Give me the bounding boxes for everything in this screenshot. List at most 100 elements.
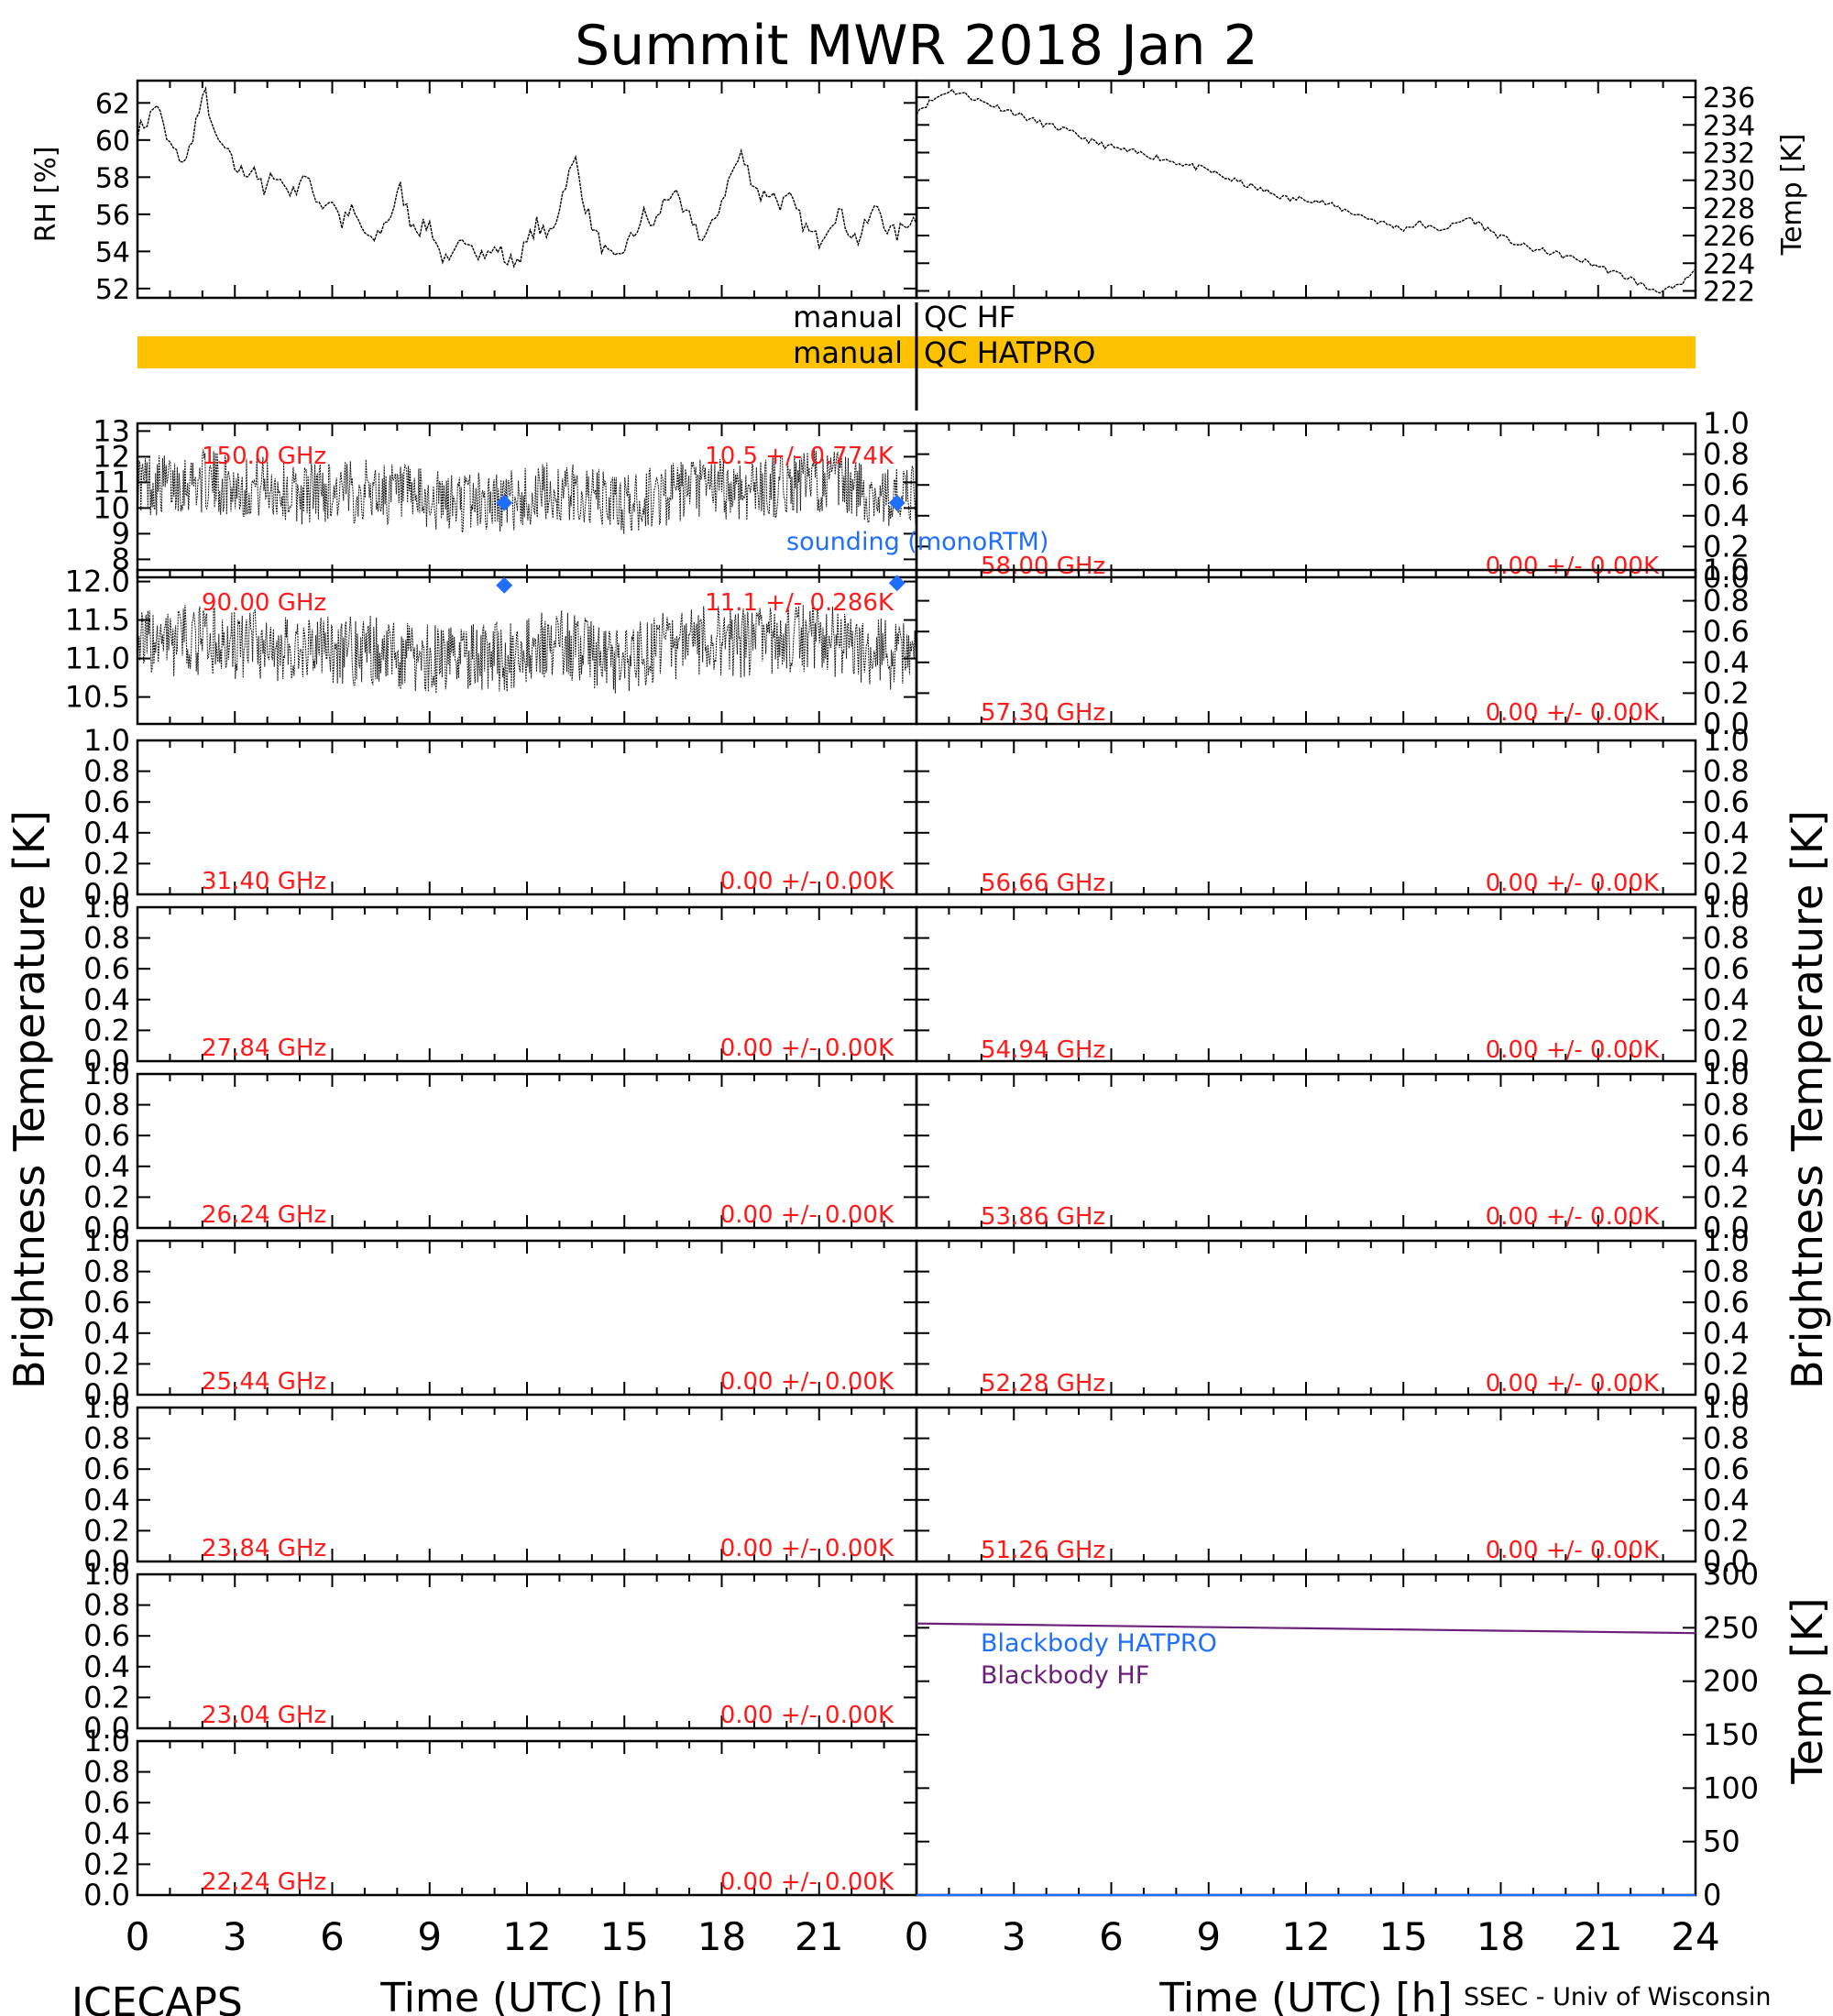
rh-panel-ytick-label: 54: [95, 236, 130, 268]
bb-panel-frame: [915, 1572, 1697, 1897]
panel-c58-ytick-label: 0.2: [1703, 529, 1750, 564]
rh-axis-label: RH [%]: [30, 147, 62, 243]
panel-c57-stat-label: 0.00 +/- 0.00K: [1486, 699, 1660, 727]
temp-panel-ytick-label: 230: [1703, 166, 1755, 198]
panel-ch90-channel-label: 90.00 GHz: [202, 589, 326, 617]
panel-c26-channel-label: 26.24 GHz: [202, 1201, 326, 1229]
panel-c23b-stat-label: 0.00 +/- 0.00K: [720, 1702, 895, 1729]
panel-c52-ytick-label: 1.0: [1703, 1223, 1750, 1258]
x-tick-label-right: 21: [1574, 1914, 1622, 1959]
panel-c53-ytick-label: 1.0: [1703, 1057, 1750, 1091]
x-axis-label-right: Time (UTC) [h]: [1158, 1975, 1452, 2016]
panel-c56-ytick-label: 0.2: [1703, 846, 1750, 881]
rh-panel-ytick-label: 52: [95, 274, 130, 306]
temp-series-line: [916, 89, 1696, 294]
panel-c23b-ytick-label: 0.8: [83, 1588, 130, 1623]
x-tick-label-left: 6: [320, 1914, 345, 1959]
rh-panel-ytick-label: 60: [95, 126, 130, 158]
panel-c23a-channel-label: 23.84 GHz: [202, 1535, 326, 1562]
x-tick-label-right: 12: [1281, 1914, 1330, 1959]
bb-panel-ytick-label: 50: [1703, 1824, 1740, 1859]
panel-c27-ytick-label: 0.6: [83, 951, 130, 986]
bb-hf-line: [916, 1622, 1696, 1635]
panel-c22-ytick-label: 1.0: [83, 1724, 130, 1759]
panel-ch90-ytick-label: 12.0: [65, 564, 130, 599]
x-tick-label-right: 6: [1099, 1914, 1124, 1959]
x-tick-label-left: 18: [697, 1914, 746, 1959]
x-tick-label-left: 9: [417, 1914, 442, 1959]
panel-c27-ytick-label: 1.0: [83, 890, 130, 925]
sounding-marker-ch90: [888, 575, 906, 592]
panel-c58-ytick-label: 1.0: [1703, 406, 1750, 441]
panel-c23b-channel-label: 23.04 GHz: [202, 1702, 326, 1729]
panel-c52-stat-label: 0.00 +/- 0.00K: [1486, 1370, 1660, 1397]
panel-c51-ytick-label: 0.8: [1703, 1421, 1750, 1456]
panel-ch150-ytick-label: 12: [93, 439, 130, 474]
panel-c57-channel-label: 57.30 GHz: [981, 699, 1105, 727]
panel-ch150-ytick-label: 13: [93, 413, 130, 448]
panel-ch150-channel-label: 150.0 GHz: [202, 443, 326, 470]
temp-panel-frame: [915, 79, 1697, 300]
panel-c31-stat-label: 0.00 +/- 0.00K: [720, 868, 895, 895]
panel-ch90-ytick-label: 11.0: [65, 641, 130, 676]
x-tick-label-right: 24: [1671, 1914, 1719, 1959]
rh-panel-frame: [136, 79, 918, 300]
panel-c23a-ytick-label: 0.2: [83, 1513, 130, 1548]
plot-area: 5254565860622222242262282302322342368910…: [65, 79, 1759, 1959]
panel-c23b-ytick-label: 0.2: [83, 1680, 130, 1715]
panel-c57-ytick-label: 0.4: [1703, 645, 1750, 680]
panel-c25-ytick-label: 0.0: [83, 1377, 130, 1412]
panel-c26-ytick-label: 0.6: [83, 1118, 130, 1153]
panel-c52-ytick-label: 0.0: [1703, 1377, 1750, 1412]
panel-c54-ytick-label: 1.0: [1703, 890, 1750, 925]
panel-c27-stat-label: 0.00 +/- 0.00K: [720, 1035, 895, 1062]
temp-top-axis-label: Temp [K]: [1776, 134, 1808, 257]
panel-ch90-ytick-label: 10.5: [65, 680, 130, 715]
panel-c54-stat-label: 0.00 +/- 0.00K: [1486, 1036, 1660, 1064]
panel-c25-ytick-label: 0.6: [83, 1285, 130, 1320]
panel-c58-channel-label: 58.00 GHz: [981, 553, 1105, 580]
panel-c51-ytick-label: 0.0: [1703, 1544, 1750, 1579]
bb-hatpro-legend: Blackbody HATPRO: [981, 1629, 1217, 1658]
panel-c25-ytick-label: 1.0: [83, 1223, 130, 1258]
panel-c26-stat-label: 0.00 +/- 0.00K: [720, 1201, 895, 1229]
panel-c56-stat-label: 0.00 +/- 0.00K: [1486, 870, 1660, 897]
panel-c26-ytick-label: 0.0: [83, 1211, 130, 1245]
panel-c27-ytick-label: 0.4: [83, 982, 130, 1017]
panel-c57-ytick-label: 1.0: [1703, 553, 1750, 587]
panel-c57-ytick-label: 0.6: [1703, 614, 1750, 649]
panel-c27-channel-label: 27.84 GHz: [202, 1035, 326, 1062]
panel-ch150-ytick-label: 8: [112, 542, 130, 576]
panel-c53-ytick-label: 0.8: [1703, 1088, 1750, 1123]
panel-c27-ytick-label: 0.2: [83, 1013, 130, 1047]
panel-c23a-ytick-label: 0.8: [83, 1421, 130, 1456]
panel-c22-ytick-label: 0.6: [83, 1785, 130, 1820]
panel-c56-channel-label: 56.66 GHz: [981, 870, 1105, 897]
panel-c25-channel-label: 25.44 GHz: [202, 1368, 326, 1396]
panel-c54-ytick-label: 0.4: [1703, 982, 1750, 1017]
panel-ch150-stat-label: 10.5 +/- 0.774K: [705, 443, 895, 470]
panel-c23a-ytick-label: 0.0: [83, 1544, 130, 1579]
rh-panel-ytick-label: 62: [95, 88, 130, 120]
panel-c53-stat-label: 0.00 +/- 0.00K: [1486, 1203, 1660, 1231]
temp-panel-ytick-label: 232: [1703, 137, 1755, 170]
temp-panel-ytick-label: 236: [1703, 82, 1755, 115]
panel-c23a-ytick-label: 0.6: [83, 1452, 130, 1486]
footer-right: SSEC - Univ of Wisconsin: [1464, 1983, 1771, 2011]
x-tick-label-left: 21: [795, 1914, 843, 1959]
panel-c56-ytick-label: 0.0: [1703, 877, 1750, 912]
panel-ch90-ytick-label: 11.5: [65, 603, 130, 638]
panel-ch150-ytick-label: 11: [93, 465, 130, 499]
left-bt-axis-label: Brightness Temperature [K]: [5, 810, 54, 1389]
panel-c31-ytick-label: 0.0: [83, 877, 130, 912]
panel-c57-ytick-label: 0.2: [1703, 675, 1750, 710]
panel-c58-stat-label: 0.00 +/- 0.00K: [1486, 553, 1660, 580]
panel-c51-ytick-label: 0.4: [1703, 1483, 1750, 1517]
panel-c23b-ytick-label: 0.4: [83, 1649, 130, 1684]
panel-c31-ytick-label: 1.0: [83, 723, 130, 758]
temp-panel-ytick-label: 228: [1703, 193, 1755, 225]
panel-c23a-ytick-label: 1.0: [83, 1390, 130, 1425]
panel-c52-ytick-label: 0.2: [1703, 1346, 1750, 1381]
panel-c52-ytick-label: 0.4: [1703, 1316, 1750, 1351]
